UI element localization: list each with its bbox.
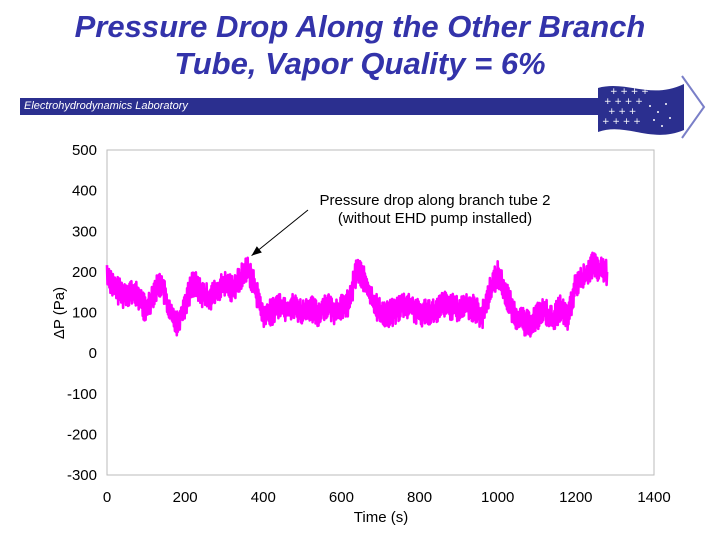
x-tick-label: 200 <box>173 489 198 506</box>
y-tick-label: 500 <box>72 142 97 159</box>
y-tick-label: 0 <box>89 345 97 362</box>
ehd-lab-logo-icon: + + + + + + + + + + + + + + + <box>598 75 706 139</box>
y-axis-label: ΔP (Pa) <box>51 287 68 339</box>
svg-text:+ + + +: + + + + <box>604 97 643 107</box>
x-tick-label: 1000 <box>481 489 514 506</box>
series-layer <box>105 251 609 338</box>
annotation-line-1: Pressure drop along branch tube 2 <box>320 192 551 209</box>
series-line <box>105 251 609 338</box>
annotation-arrow <box>251 209 309 257</box>
y-tick-label: -100 <box>67 386 97 403</box>
x-axis-label: Time (s) <box>354 509 408 526</box>
x-tick-label: 1400 <box>637 489 670 506</box>
y-tick-label: 100 <box>72 305 97 322</box>
x-tick-label: 1200 <box>559 489 592 506</box>
annotation-arrowhead <box>251 246 262 256</box>
y-tick-label: -300 <box>67 467 97 484</box>
x-tick-label: 600 <box>329 489 354 506</box>
x-tick-label: 800 <box>407 489 432 506</box>
svg-text:+ + + +: + + + + <box>602 117 641 127</box>
annotation-line-2: (without EHD pump installed) <box>338 210 532 227</box>
slide-title-line-1: Pressure Drop Along the Other Branch <box>74 9 646 44</box>
y-tick-label: -200 <box>67 426 97 443</box>
y-tick-label: 200 <box>72 264 97 281</box>
x-tick-label: 0 <box>103 489 111 506</box>
y-tick-label: 300 <box>72 223 97 240</box>
y-tick-labels: 500 400 300 200 100 0 -100 -200 -300 <box>67 142 97 484</box>
x-tick-label: 400 <box>251 489 276 506</box>
slide-title: Pressure Drop Along the Other Branch Tub… <box>20 8 700 82</box>
y-tick-label: 400 <box>72 183 97 200</box>
svg-text:+ + + +: + + + + <box>610 87 649 97</box>
x-tick-labels: 0 200 400 600 800 1000 1200 1400 <box>103 489 671 506</box>
lab-name: Electrohydrodynamics Laboratory <box>24 100 188 112</box>
slide-title-line-2: Tube, Vapor Quality = 6% <box>174 46 546 81</box>
lab-banner <box>20 98 662 115</box>
svg-text:+ + +: + + + <box>608 107 636 117</box>
